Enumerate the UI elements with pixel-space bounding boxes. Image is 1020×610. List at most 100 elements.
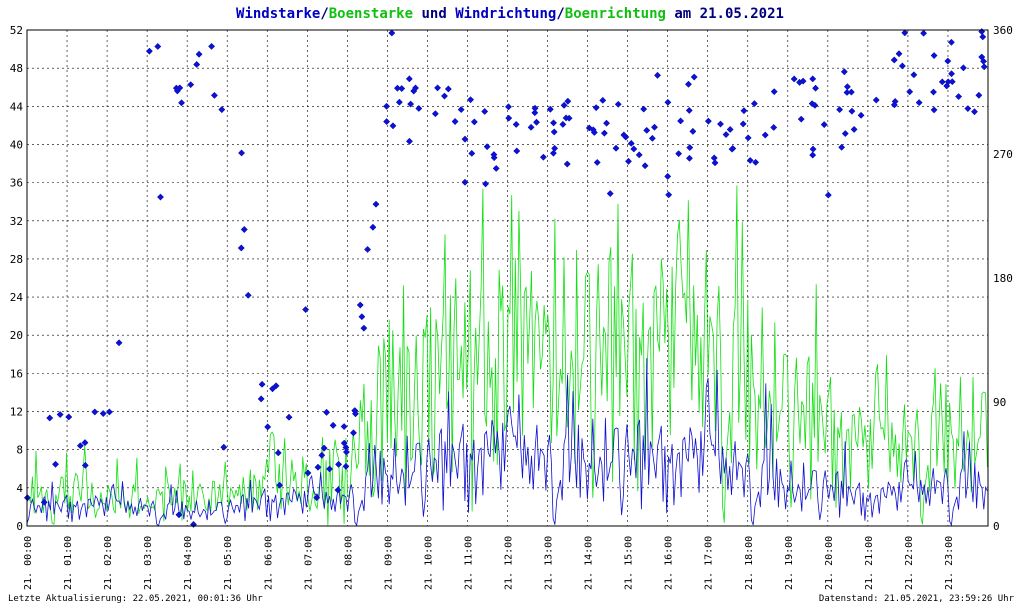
wind-direction-point [320, 444, 328, 452]
wind-direction-point [245, 292, 252, 299]
wind-line-layer [26, 358, 988, 527]
wind-direction-point [412, 84, 419, 92]
wind-direction-point [394, 84, 401, 92]
wind-direction-point [948, 39, 955, 46]
y-right-tick-label: 90 [993, 396, 1006, 409]
x-tick-label: 21. 12:00 [504, 536, 515, 590]
gust-speed-line [26, 185, 988, 526]
wind-direction-point [505, 103, 512, 111]
wind-direction-point [910, 71, 918, 78]
wind-direction-point [285, 414, 293, 421]
wind-direction-point [873, 96, 880, 104]
x-tick-label: 21. 03:00 [143, 536, 154, 590]
wind-direction-point [841, 68, 848, 75]
wind-direction-point [850, 126, 858, 133]
x-tick-label: 21. 21:00 [864, 536, 875, 590]
title-boenrichtung: Boenrichtung [565, 6, 666, 22]
wind-direction-point [461, 135, 469, 143]
wind-direction-point [560, 102, 568, 109]
wind-direction-point [838, 144, 845, 151]
wind-direction-point [146, 47, 153, 55]
wind-direction-point [592, 104, 600, 111]
wind-direction-point [369, 224, 377, 231]
wind-direction-point [649, 135, 656, 142]
wind-direction-point [351, 407, 359, 414]
x-tick-label: 21. 22:00 [904, 536, 915, 590]
wind-speed-line [26, 358, 988, 527]
x-tick-label: 21. 05:00 [223, 536, 234, 590]
wind-direction-point [468, 150, 475, 157]
wind-direction-point [527, 124, 535, 131]
wind-direction-point [481, 108, 488, 115]
wind-direction-point [790, 75, 798, 83]
wind-direction-point [451, 118, 459, 125]
wind-direction-point [559, 121, 567, 128]
wind-direction-point [808, 100, 816, 107]
x-tick-label: 21. 14:00 [584, 536, 595, 590]
wind-direction-point [238, 149, 245, 157]
wind-direction-point [848, 107, 856, 115]
wind-direction-point [705, 117, 712, 125]
y-left-tick-label: 12 [10, 406, 23, 419]
wind-direction-point [364, 246, 371, 253]
wind-direction-point [313, 494, 320, 501]
wind-direction-point [513, 147, 520, 155]
y-left-tick-label: 20 [10, 329, 23, 342]
wind-direction-point [770, 124, 777, 131]
x-tick-label: 21. 00:00 [23, 536, 34, 590]
wind-direction-point [798, 115, 805, 123]
y-left-tick-label: 28 [10, 253, 23, 266]
y-left-tick-label: 4 [16, 482, 23, 495]
wind-direction-point [398, 85, 405, 92]
wind-direction-point [796, 79, 803, 86]
wind-direction-point [843, 89, 851, 96]
wind-direction-point [531, 105, 539, 112]
wind-direction-point [964, 105, 972, 112]
wind-direction-point [625, 158, 632, 165]
wind-direction-point [383, 118, 390, 125]
wind-direction-point [978, 53, 985, 61]
wind-direction-point [550, 149, 557, 157]
x-tick-label: 21. 15:00 [624, 536, 635, 590]
y-right-axis: 0 90 180 270 360 [993, 24, 1013, 533]
y-right-tick-label: 270 [993, 148, 1013, 161]
wind-direction-point [612, 145, 620, 152]
wind-direction-point [740, 107, 748, 114]
wind-direction-point [599, 97, 606, 104]
wind-direction-point [176, 84, 183, 92]
wind-direction-point [82, 462, 89, 469]
wind-direction-point [690, 73, 698, 81]
wind-direction-point [915, 99, 923, 106]
wind-direction-point [407, 100, 414, 108]
chart-title: Windstarke/Boenstarke und Windrichtung/B… [236, 6, 784, 22]
wind-direction-point [457, 106, 465, 113]
wind-direction-point [711, 154, 718, 162]
wind-direction-point [461, 179, 469, 186]
wind-direction-point [809, 75, 816, 83]
wind-direction-point [891, 98, 899, 105]
wind-direction-point [920, 30, 927, 37]
title-windstarke: Windstarke [236, 6, 320, 22]
wind-direction-point [415, 105, 423, 112]
wind-direction-point [241, 226, 248, 233]
wind-direction-point [269, 385, 276, 392]
footer-last-update: Letzte Aktualisierung: 22.05.2021, 00:01… [8, 594, 263, 604]
wind-direction-point [410, 87, 417, 95]
wind-direction-point [318, 452, 326, 459]
wind-direction-point [340, 423, 348, 430]
wind-direction-point [562, 114, 570, 122]
wind-direction-point [304, 469, 312, 477]
wind-direction-point [594, 159, 601, 166]
wind-direction-point [357, 301, 364, 309]
x-tick-label: 21. 06:00 [263, 536, 274, 590]
wind-direction-point [193, 61, 200, 68]
x-tick-label: 21. 17:00 [704, 536, 715, 590]
wind-direction-point [654, 72, 661, 79]
wind-direction-point [341, 439, 348, 447]
wind-direction-point [533, 119, 540, 126]
wind-direction-point [100, 410, 107, 417]
wind-direction-point [751, 100, 758, 107]
wind-direction-point [115, 339, 123, 347]
wind-direction-point [372, 200, 380, 208]
